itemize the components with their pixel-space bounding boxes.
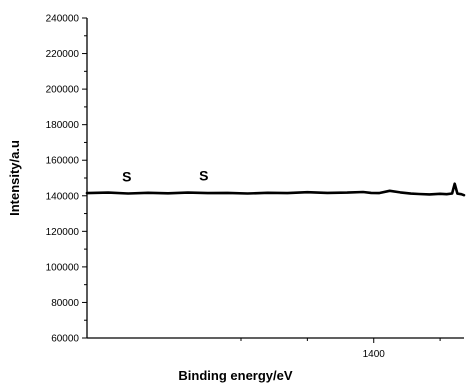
y-axis-ticks: 60000 80000 100000 120000 140000 160000 180000… — [46, 14, 87, 345]
peak-annotation-label: S — [122, 169, 131, 185]
y-tick-label: 80000 — [51, 298, 79, 309]
x-axis-label: Binding energy/eV — [178, 368, 292, 383]
y-tick-label: 160000 — [46, 156, 80, 167]
x-axis-ticks: 1400 — [240, 338, 441, 360]
y-tick-label: 240000 — [46, 14, 80, 25]
peak-annotation-label: S — [199, 168, 208, 184]
y-tick-label: 120000 — [46, 227, 80, 238]
spectrum-series-line — [85, 182, 466, 197]
y-tick-label: 140000 — [46, 191, 80, 202]
y-axis-label: Intensity/a.u — [7, 140, 22, 216]
y-tick-label: 180000 — [46, 120, 80, 131]
y-tick-label: 60000 — [51, 334, 79, 345]
y-tick-label: 220000 — [46, 49, 80, 60]
y-tick-label: 100000 — [46, 262, 80, 273]
x-tick-label: 1400 — [363, 349, 386, 360]
y-tick-label: 200000 — [46, 85, 80, 96]
